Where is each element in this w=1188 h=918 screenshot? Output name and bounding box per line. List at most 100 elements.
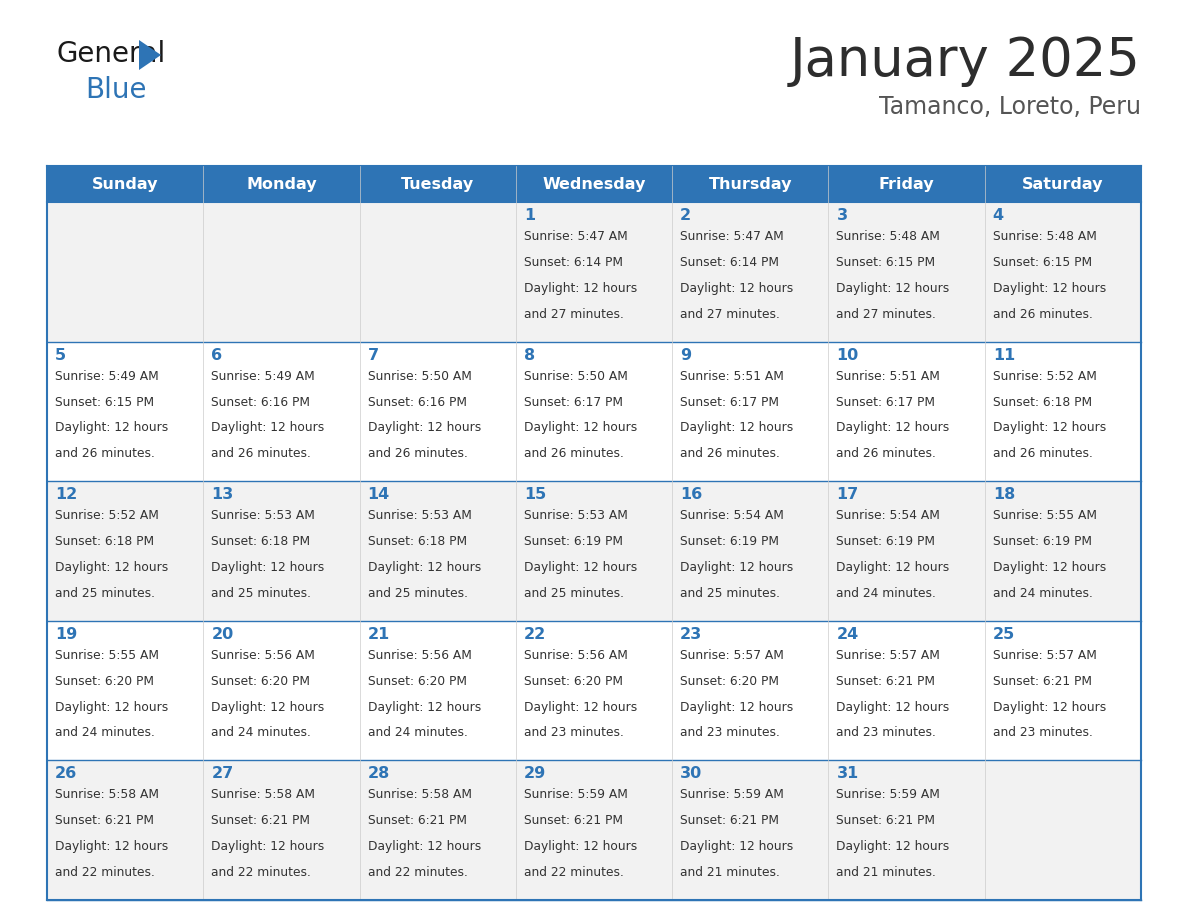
Text: Sunrise: 5:50 AM: Sunrise: 5:50 AM bbox=[524, 370, 627, 383]
Text: 9: 9 bbox=[681, 348, 691, 363]
Bar bbox=[672, 481, 828, 621]
Text: Daylight: 12 hours: Daylight: 12 hours bbox=[55, 561, 169, 574]
Text: 13: 13 bbox=[211, 487, 234, 502]
Text: Daylight: 12 hours: Daylight: 12 hours bbox=[524, 421, 637, 434]
Text: Daylight: 12 hours: Daylight: 12 hours bbox=[55, 421, 169, 434]
Text: Sunset: 6:19 PM: Sunset: 6:19 PM bbox=[681, 535, 779, 548]
Text: Daylight: 12 hours: Daylight: 12 hours bbox=[836, 561, 949, 574]
Text: Daylight: 12 hours: Daylight: 12 hours bbox=[524, 840, 637, 853]
Text: Sunrise: 5:58 AM: Sunrise: 5:58 AM bbox=[55, 789, 159, 801]
Text: January 2025: January 2025 bbox=[790, 35, 1140, 87]
Text: 19: 19 bbox=[55, 627, 77, 642]
Text: Sunset: 6:21 PM: Sunset: 6:21 PM bbox=[211, 814, 310, 827]
Bar bbox=[203, 166, 360, 202]
Text: 7: 7 bbox=[367, 348, 379, 363]
Bar bbox=[203, 202, 360, 341]
Text: Daylight: 12 hours: Daylight: 12 hours bbox=[211, 561, 324, 574]
Text: and 25 minutes.: and 25 minutes. bbox=[367, 587, 468, 599]
Text: and 23 minutes.: and 23 minutes. bbox=[836, 726, 936, 740]
Text: and 27 minutes.: and 27 minutes. bbox=[836, 308, 936, 320]
Text: and 23 minutes.: and 23 minutes. bbox=[681, 726, 781, 740]
Text: 4: 4 bbox=[993, 208, 1004, 223]
Text: Daylight: 12 hours: Daylight: 12 hours bbox=[367, 561, 481, 574]
Text: Sunset: 6:21 PM: Sunset: 6:21 PM bbox=[367, 814, 467, 827]
Text: Sunset: 6:15 PM: Sunset: 6:15 PM bbox=[55, 396, 154, 409]
Text: 20: 20 bbox=[211, 627, 234, 642]
Text: Sunset: 6:21 PM: Sunset: 6:21 PM bbox=[993, 675, 1092, 688]
Text: Sunrise: 5:47 AM: Sunrise: 5:47 AM bbox=[681, 230, 784, 243]
Text: 8: 8 bbox=[524, 348, 535, 363]
Text: Thursday: Thursday bbox=[708, 176, 792, 192]
Text: Blue: Blue bbox=[86, 76, 146, 104]
Text: Daylight: 12 hours: Daylight: 12 hours bbox=[836, 282, 949, 295]
Text: Sunrise: 5:55 AM: Sunrise: 5:55 AM bbox=[55, 649, 159, 662]
Text: 24: 24 bbox=[836, 627, 859, 642]
Text: 3: 3 bbox=[836, 208, 847, 223]
Text: and 25 minutes.: and 25 minutes. bbox=[681, 587, 781, 599]
Text: Daylight: 12 hours: Daylight: 12 hours bbox=[211, 700, 324, 713]
Text: Sunrise: 5:57 AM: Sunrise: 5:57 AM bbox=[993, 649, 1097, 662]
Bar bbox=[672, 760, 828, 900]
Text: Sunset: 6:19 PM: Sunset: 6:19 PM bbox=[993, 535, 1092, 548]
Text: Daylight: 12 hours: Daylight: 12 hours bbox=[836, 840, 949, 853]
Text: and 24 minutes.: and 24 minutes. bbox=[55, 726, 154, 740]
Bar bbox=[203, 621, 360, 760]
Text: Daylight: 12 hours: Daylight: 12 hours bbox=[993, 700, 1106, 713]
Bar bbox=[985, 166, 1140, 202]
Text: Daylight: 12 hours: Daylight: 12 hours bbox=[993, 561, 1106, 574]
Text: Sunset: 6:21 PM: Sunset: 6:21 PM bbox=[836, 814, 935, 827]
Text: Sunrise: 5:54 AM: Sunrise: 5:54 AM bbox=[836, 509, 941, 522]
Text: Sunset: 6:18 PM: Sunset: 6:18 PM bbox=[211, 535, 310, 548]
Bar bbox=[516, 341, 672, 481]
Text: Sunrise: 5:49 AM: Sunrise: 5:49 AM bbox=[211, 370, 315, 383]
Text: Daylight: 12 hours: Daylight: 12 hours bbox=[367, 700, 481, 713]
Text: Daylight: 12 hours: Daylight: 12 hours bbox=[836, 700, 949, 713]
Text: Daylight: 12 hours: Daylight: 12 hours bbox=[993, 421, 1106, 434]
Text: and 24 minutes.: and 24 minutes. bbox=[836, 587, 936, 599]
Bar bbox=[360, 481, 516, 621]
Text: Daylight: 12 hours: Daylight: 12 hours bbox=[524, 282, 637, 295]
Text: 12: 12 bbox=[55, 487, 77, 502]
Text: Sunrise: 5:59 AM: Sunrise: 5:59 AM bbox=[836, 789, 941, 801]
Text: Daylight: 12 hours: Daylight: 12 hours bbox=[836, 421, 949, 434]
Bar bbox=[828, 621, 985, 760]
Text: Sunrise: 5:53 AM: Sunrise: 5:53 AM bbox=[524, 509, 627, 522]
Text: Sunset: 6:19 PM: Sunset: 6:19 PM bbox=[524, 535, 623, 548]
Text: Sunrise: 5:49 AM: Sunrise: 5:49 AM bbox=[55, 370, 159, 383]
Polygon shape bbox=[139, 40, 162, 70]
Bar bbox=[360, 166, 516, 202]
Text: Sunrise: 5:58 AM: Sunrise: 5:58 AM bbox=[367, 789, 472, 801]
Text: and 23 minutes.: and 23 minutes. bbox=[524, 726, 624, 740]
Text: Sunset: 6:20 PM: Sunset: 6:20 PM bbox=[55, 675, 154, 688]
Text: Daylight: 12 hours: Daylight: 12 hours bbox=[211, 421, 324, 434]
Text: and 24 minutes.: and 24 minutes. bbox=[211, 726, 311, 740]
Bar bbox=[672, 202, 828, 341]
Bar bbox=[828, 760, 985, 900]
Text: Daylight: 12 hours: Daylight: 12 hours bbox=[524, 700, 637, 713]
Text: 6: 6 bbox=[211, 348, 222, 363]
Text: Sunset: 6:21 PM: Sunset: 6:21 PM bbox=[55, 814, 154, 827]
Text: Sunrise: 5:56 AM: Sunrise: 5:56 AM bbox=[211, 649, 315, 662]
Text: Sunset: 6:15 PM: Sunset: 6:15 PM bbox=[836, 256, 936, 269]
Bar bbox=[985, 760, 1140, 900]
Bar bbox=[48, 621, 203, 760]
Text: Sunrise: 5:59 AM: Sunrise: 5:59 AM bbox=[524, 789, 627, 801]
Text: and 25 minutes.: and 25 minutes. bbox=[524, 587, 624, 599]
Text: and 26 minutes.: and 26 minutes. bbox=[993, 308, 1093, 320]
Text: and 27 minutes.: and 27 minutes. bbox=[681, 308, 781, 320]
Text: Daylight: 12 hours: Daylight: 12 hours bbox=[524, 561, 637, 574]
Text: Sunset: 6:18 PM: Sunset: 6:18 PM bbox=[55, 535, 154, 548]
Text: Sunset: 6:14 PM: Sunset: 6:14 PM bbox=[524, 256, 623, 269]
Bar bbox=[360, 621, 516, 760]
Text: and 22 minutes.: and 22 minutes. bbox=[524, 866, 624, 879]
Text: 27: 27 bbox=[211, 767, 234, 781]
Text: Daylight: 12 hours: Daylight: 12 hours bbox=[55, 700, 169, 713]
Text: and 25 minutes.: and 25 minutes. bbox=[211, 587, 311, 599]
Text: Sunset: 6:19 PM: Sunset: 6:19 PM bbox=[836, 535, 935, 548]
Text: Wednesday: Wednesday bbox=[542, 176, 646, 192]
Bar bbox=[360, 760, 516, 900]
Bar bbox=[48, 166, 203, 202]
Text: and 24 minutes.: and 24 minutes. bbox=[993, 587, 1093, 599]
Bar bbox=[672, 166, 828, 202]
Bar bbox=[516, 166, 672, 202]
